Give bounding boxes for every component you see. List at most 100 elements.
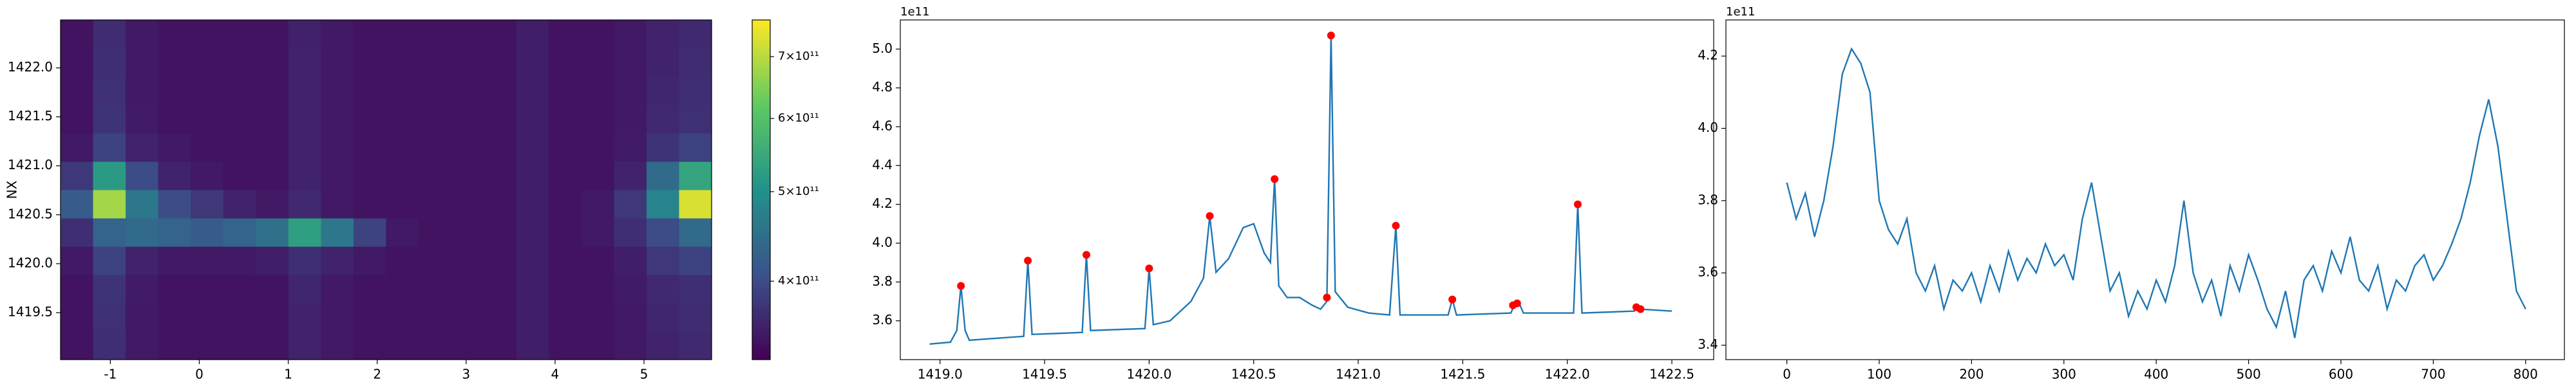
colorbar-gradient <box>752 340 770 344</box>
heatmap-cell <box>353 218 386 247</box>
colorbar-gradient <box>752 283 770 287</box>
heatmap-cell <box>191 218 224 247</box>
heatmap-cell <box>386 20 419 49</box>
y-tick-label: 3.4 <box>1698 336 1718 352</box>
colorbar-gradient <box>752 37 770 41</box>
heatmap-cell <box>288 303 321 332</box>
colorbar-gradient <box>752 291 770 295</box>
colorbar-gradient <box>752 280 770 284</box>
peak-marker <box>1636 305 1645 313</box>
heatmap-cell <box>353 275 386 304</box>
heatmap-cell <box>61 246 94 275</box>
colorbar-gradient <box>752 342 770 346</box>
heatmap-cell <box>93 303 126 332</box>
heatmap-cell <box>646 133 679 162</box>
colorbar-gradient <box>752 71 770 75</box>
heatmap-cell <box>191 190 224 219</box>
heatmap-cell <box>288 275 321 304</box>
colorbar-gradient <box>752 31 770 35</box>
colorbar-gradient <box>752 20 770 23</box>
heatmap-cell <box>581 303 614 332</box>
peak-marker <box>1145 264 1153 273</box>
colorbar-gradient <box>752 317 770 320</box>
heatmap-cell <box>386 133 419 162</box>
heatmap-cell <box>61 105 94 134</box>
heatmap-cell <box>223 218 256 247</box>
heatmap-cell <box>321 331 354 360</box>
heatmap-cell <box>321 161 354 190</box>
x-tick-label: 600 <box>2329 367 2353 382</box>
colorbar-gradient <box>752 45 770 49</box>
heatmap-cell <box>549 20 582 49</box>
heatmap-cell <box>646 303 679 332</box>
heatmap-cell <box>126 331 159 360</box>
x-tick-label: 800 <box>2514 367 2538 382</box>
heatmap-cell <box>419 218 452 247</box>
colorbar-gradient <box>752 190 770 193</box>
plot-area <box>929 32 1672 345</box>
colorbar-gradient <box>752 87 770 91</box>
heatmap-cell <box>93 77 126 106</box>
heatmap-cell <box>288 161 321 190</box>
heatmap-cell <box>484 331 517 360</box>
heatmap-cell <box>516 275 549 304</box>
colorbar-gradient <box>752 204 770 207</box>
heatmap-cell <box>126 303 159 332</box>
heatmap-cell <box>581 331 614 360</box>
peak-marker <box>1206 212 1214 220</box>
colorbar-gradient <box>752 142 770 145</box>
heatmap-cell <box>386 190 419 219</box>
heatmap-cell <box>126 161 159 190</box>
colorbar-gradient <box>752 130 770 134</box>
heatmap-cell <box>61 275 94 304</box>
y-tick-label: 4.2 <box>872 196 893 211</box>
colorbar-gradient <box>752 119 770 122</box>
heatmap-cell <box>516 331 549 360</box>
colorbar-gradient <box>752 249 770 253</box>
colorbar-gradient <box>752 192 770 196</box>
colorbar-gradient <box>752 53 770 57</box>
heatmap-cell <box>288 218 321 247</box>
colorbar-gradient <box>752 306 770 309</box>
heatmap-cell <box>646 331 679 360</box>
colorbar-gradient <box>752 85 770 89</box>
heatmap-cell <box>614 48 647 77</box>
colorbar-gradient <box>752 25 770 29</box>
peak-marker <box>1327 32 1335 40</box>
colorbar-gradient <box>752 39 770 43</box>
heatmap-cell <box>581 275 614 304</box>
heatmap-cell <box>484 275 517 304</box>
heatmap-cell <box>451 218 484 247</box>
y-tick-label: 4.2 <box>1698 48 1718 63</box>
colorbar-gradient <box>752 308 770 312</box>
colorbar-gradient <box>752 263 770 267</box>
colorbar-gradient <box>752 152 770 156</box>
colorbar-gradient <box>752 96 770 100</box>
colorbar-gradient <box>752 241 770 244</box>
heatmap-cell <box>581 218 614 247</box>
colorbar-tick-label: 6×10¹¹ <box>778 111 819 125</box>
heatmap-cell <box>191 133 224 162</box>
peak-marker <box>957 282 965 290</box>
colorbar-gradient <box>752 102 770 106</box>
x-tick-label: 1 <box>284 367 292 382</box>
heatmap-cell <box>484 48 517 77</box>
heatmap-cell <box>321 133 354 162</box>
heatmap-cell <box>581 161 614 190</box>
heatmap-cell <box>256 20 289 49</box>
colorbar-gradient <box>752 133 770 136</box>
colorbar-gradient <box>752 136 770 140</box>
x-tick-label: 400 <box>2144 367 2168 382</box>
heatmap-cell <box>516 20 549 49</box>
y-tick-label: 4.0 <box>872 234 893 250</box>
heatmap-cell <box>321 246 354 275</box>
heatmap-cell <box>158 246 191 275</box>
colorbar-gradient <box>752 82 770 86</box>
colorbar-gradient <box>752 93 770 97</box>
heatmap-cell <box>158 20 191 49</box>
heatmap-cell <box>223 133 256 162</box>
colorbar-gradient <box>752 28 770 32</box>
heatmap-cell <box>614 105 647 134</box>
heatmap-cell <box>158 48 191 77</box>
heatmap-cell <box>516 303 549 332</box>
